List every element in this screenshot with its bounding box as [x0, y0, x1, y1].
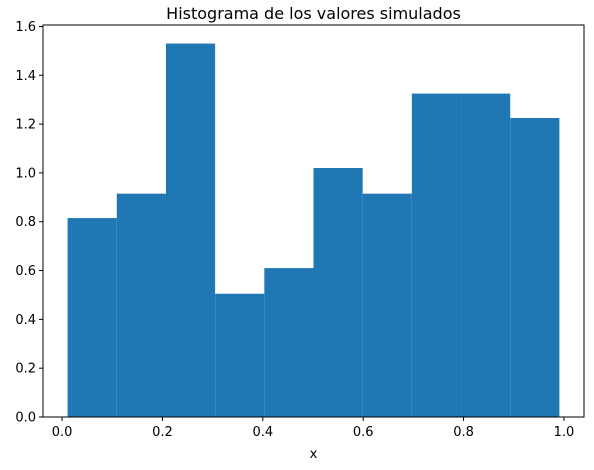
histogram-bar [313, 168, 363, 417]
histogram-bar [116, 193, 166, 417]
y-axis: 0.0 0.2 0.4 0.6 0.8 1.0 1.2 1.4 1.6 [15, 20, 43, 426]
x-tick-label: 0.6 [353, 425, 374, 440]
x-axis-label: x [310, 447, 318, 462]
x-tick-label: 0.4 [252, 425, 273, 440]
x-tick-label: 0.8 [453, 425, 474, 440]
y-tick-label: 0.0 [15, 411, 36, 426]
histogram-bar [215, 293, 265, 417]
histogram-bar [411, 93, 462, 417]
histogram-bar [461, 93, 511, 417]
x-tick-label: 0.2 [152, 425, 173, 440]
y-tick-label: 0.6 [15, 264, 36, 279]
histogram-bar [165, 43, 216, 418]
x-tick-label: 1.0 [554, 425, 575, 440]
y-tick-label: 0.8 [15, 215, 36, 230]
x-axis: 0.0 0.2 0.4 0.6 0.8 1.0 [52, 417, 575, 440]
histogram-bar [67, 218, 117, 417]
bars-group [67, 43, 560, 418]
y-tick-label: 0.4 [15, 313, 36, 328]
y-tick-label: 1.6 [15, 20, 36, 35]
histogram-bar [264, 268, 314, 417]
y-tick-label: 1.0 [15, 166, 36, 181]
y-tick-label: 1.2 [15, 118, 36, 133]
y-tick-label: 1.4 [15, 69, 36, 84]
y-tick-label: 0.2 [15, 362, 36, 377]
histogram-bar [510, 118, 560, 417]
x-tick-label: 0.0 [52, 425, 73, 440]
plot-frame [42, 24, 585, 418]
chart-title: Histograma de los valores simulados [166, 4, 461, 23]
histogram-bar [362, 193, 412, 417]
